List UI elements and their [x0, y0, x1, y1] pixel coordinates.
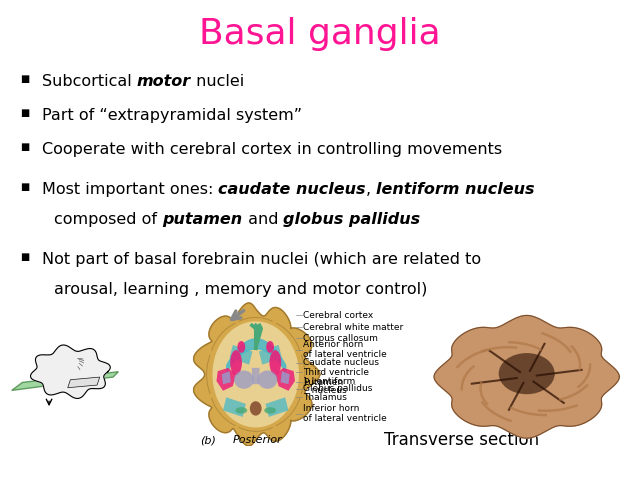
Text: Most important ones:: Most important ones:: [42, 182, 218, 197]
Ellipse shape: [237, 341, 245, 353]
Ellipse shape: [258, 371, 277, 389]
Text: Posterior: Posterior: [233, 435, 282, 445]
Text: and: and: [243, 212, 284, 227]
Text: Corpus callosum: Corpus callosum: [303, 334, 378, 343]
Polygon shape: [259, 345, 282, 365]
Text: Third ventricle: Third ventricle: [303, 368, 369, 377]
Text: Cooperate with cerebral cortex in controlling movements: Cooperate with cerebral cortex in contro…: [42, 142, 502, 156]
Polygon shape: [213, 322, 298, 427]
Text: Anterior horn
of lateral ventricle: Anterior horn of lateral ventricle: [303, 340, 387, 359]
Polygon shape: [280, 371, 290, 384]
Text: motor: motor: [136, 74, 191, 89]
Ellipse shape: [234, 371, 253, 389]
Text: } Lentiform
   nucleus: } Lentiform nucleus: [303, 376, 355, 395]
Ellipse shape: [264, 407, 276, 414]
Ellipse shape: [236, 407, 247, 414]
Polygon shape: [31, 345, 110, 398]
Text: ■: ■: [20, 74, 29, 84]
Polygon shape: [223, 397, 246, 417]
Text: Basal ganglia: Basal ganglia: [199, 17, 441, 51]
Text: Transverse section: Transverse section: [384, 431, 539, 449]
Ellipse shape: [230, 350, 242, 375]
Polygon shape: [221, 371, 231, 384]
Polygon shape: [12, 372, 118, 390]
Text: ■: ■: [20, 142, 29, 152]
Polygon shape: [252, 368, 260, 384]
Text: composed of: composed of: [54, 212, 163, 227]
Polygon shape: [266, 397, 289, 417]
Text: ■: ■: [20, 108, 29, 118]
Text: Globus pallidus: Globus pallidus: [303, 384, 372, 393]
Polygon shape: [194, 303, 320, 446]
Polygon shape: [216, 368, 236, 391]
Text: lentiform nucleus: lentiform nucleus: [376, 182, 534, 197]
Text: Part of “extrapyramidal system”: Part of “extrapyramidal system”: [42, 108, 301, 123]
Text: Subcortical: Subcortical: [42, 74, 136, 89]
Text: Thalamus: Thalamus: [303, 393, 347, 402]
Text: Cerebral white matter: Cerebral white matter: [303, 323, 403, 332]
Text: Cerebral cortex: Cerebral cortex: [303, 311, 373, 320]
Text: ■: ■: [20, 252, 29, 262]
Text: Not part of basal forebrain nuclei (which are related to: Not part of basal forebrain nuclei (whic…: [42, 252, 481, 267]
Polygon shape: [230, 345, 252, 365]
Ellipse shape: [499, 353, 555, 394]
Polygon shape: [275, 368, 295, 391]
Text: globus pallidus: globus pallidus: [284, 212, 420, 227]
Text: ■: ■: [20, 182, 29, 192]
Text: caudate nucleus: caudate nucleus: [218, 182, 365, 197]
Ellipse shape: [250, 401, 262, 416]
Text: arousal, learning , memory and motor control): arousal, learning , memory and motor con…: [54, 282, 428, 297]
Text: nuclei: nuclei: [191, 74, 244, 89]
Text: putamen: putamen: [163, 212, 243, 227]
Text: Caudate nucleus: Caudate nucleus: [303, 358, 379, 367]
Text: (b): (b): [200, 435, 216, 445]
Polygon shape: [68, 377, 100, 388]
Text: ,: ,: [365, 182, 376, 197]
Ellipse shape: [266, 341, 274, 353]
Text: Inferior horn
of lateral ventricle: Inferior horn of lateral ventricle: [303, 404, 387, 423]
Ellipse shape: [269, 350, 281, 375]
Polygon shape: [434, 315, 620, 438]
Text: Putamen: Putamen: [303, 378, 343, 387]
